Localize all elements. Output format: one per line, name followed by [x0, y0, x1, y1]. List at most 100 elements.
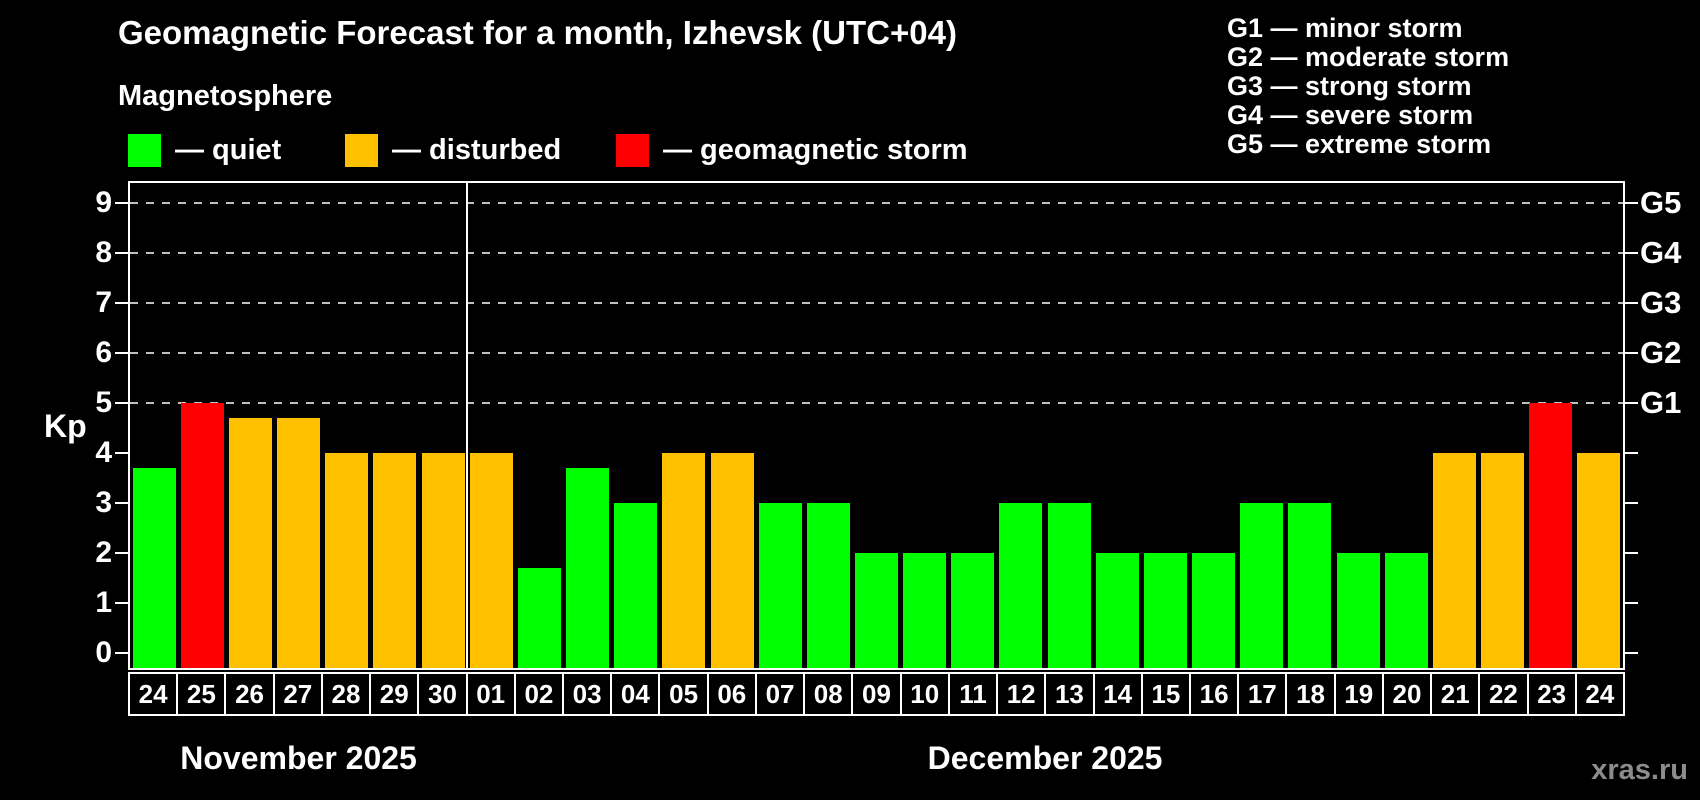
date-cell-17: 17 — [1239, 674, 1286, 714]
bar-day-16 — [1192, 552, 1236, 668]
y-tick-label: 0 — [95, 636, 112, 669]
legend-label-quiet: — quiet — [175, 134, 282, 166]
y-tick-label: 8 — [95, 235, 112, 269]
date-cell-22: 22 — [1480, 674, 1527, 714]
bar-day-25 — [180, 402, 224, 668]
g-scale-legend: G1 — minor storm G2 — moderate storm G3 … — [1227, 14, 1509, 159]
g-scale-legend-item-g3: G3 — strong storm — [1227, 71, 1472, 101]
g-level-label-g1: G1 — [1640, 384, 1682, 420]
date-cell-29: 29 — [371, 674, 418, 714]
y-axis-title: Kp — [44, 408, 87, 444]
bar-day-15 — [1143, 552, 1187, 668]
bar-day-05 — [662, 452, 706, 668]
chart-subtitle: Magnetosphere — [118, 80, 333, 112]
quiet-color-swatch — [128, 134, 161, 167]
legend-item-storm: — geomagnetic storm — [616, 134, 968, 167]
date-cell-05: 05 — [660, 674, 707, 714]
date-cell-30: 30 — [419, 674, 466, 714]
bar-day-01 — [469, 452, 513, 668]
y-axis-tick-right — [1625, 601, 1638, 604]
bar-day-22 — [1481, 452, 1525, 668]
bar-day-11 — [951, 552, 995, 668]
gridline-kp5 — [130, 401, 1623, 404]
y-axis-tick-right — [1625, 351, 1638, 354]
date-cell-13: 13 — [1046, 674, 1093, 714]
plot-border — [128, 181, 1625, 670]
legend-item-quiet: — quiet — [128, 134, 281, 167]
g-scale-legend-item-g1: G1 — minor storm — [1227, 13, 1463, 43]
bar-day-03 — [566, 467, 610, 668]
date-cell-18: 18 — [1287, 674, 1334, 714]
date-cell-12: 12 — [998, 674, 1045, 714]
y-axis-tick-left — [115, 351, 128, 354]
storm-color-swatch — [616, 134, 649, 167]
y-tick-label: 5 — [95, 385, 112, 419]
date-cell-09: 09 — [853, 674, 900, 714]
g-scale-legend-item-g4: G4 — severe storm — [1227, 100, 1474, 130]
y-axis-tick-right — [1625, 251, 1638, 254]
bar-day-12 — [999, 502, 1043, 668]
date-cell-25: 25 — [178, 674, 225, 714]
gridline-kp9 — [130, 201, 1623, 204]
bar-day-23 — [1529, 402, 1573, 668]
bar-day-24 — [132, 467, 176, 668]
bar-day-10 — [903, 552, 947, 668]
bar-day-24 — [1577, 452, 1621, 668]
disturbed-color-swatch — [345, 134, 378, 167]
date-cell-02: 02 — [515, 674, 563, 714]
g-scale-legend-item-g2: G2 — moderate storm — [1227, 42, 1510, 72]
bar-day-08 — [806, 502, 850, 668]
bar-day-06 — [710, 452, 754, 668]
y-axis-tick-right — [1625, 301, 1638, 304]
date-cell-28: 28 — [322, 674, 370, 714]
bar-day-30 — [421, 452, 465, 668]
y-axis-tick-right — [1625, 652, 1638, 654]
gridline-kp8 — [130, 251, 1623, 254]
bar-day-09 — [855, 552, 898, 668]
bar-day-20 — [1384, 552, 1428, 668]
date-cell-07: 07 — [756, 674, 804, 714]
legend-item-disturbed: — disturbed — [345, 134, 561, 167]
bar-day-21 — [1432, 452, 1476, 668]
y-axis-tick-right — [1625, 551, 1638, 554]
y-axis-tick-left — [115, 551, 128, 554]
y-tick-label: 3 — [95, 485, 112, 519]
bar-day-27 — [277, 417, 321, 668]
bar-day-02 — [517, 567, 561, 668]
g-level-label-g5: G5 — [1640, 184, 1682, 220]
date-cell-01: 01 — [467, 674, 514, 714]
date-cell-15: 15 — [1142, 674, 1189, 714]
date-cell-27: 27 — [274, 674, 321, 714]
y-axis-tick-right — [1625, 201, 1638, 204]
bar-day-14 — [1095, 552, 1139, 668]
y-tick-label: 9 — [95, 185, 112, 219]
gridline-kp6 — [130, 351, 1623, 354]
y-tick-label: 7 — [95, 285, 112, 319]
y-axis-tick-left — [115, 652, 128, 654]
date-cell-26: 26 — [226, 674, 273, 714]
y-axis-tick-left — [115, 401, 128, 404]
date-cell-11: 11 — [949, 674, 997, 714]
y-axis-tick-right — [1625, 451, 1638, 454]
gridline-kp7 — [130, 301, 1623, 304]
bar-day-04 — [614, 502, 658, 668]
g-level-label-g4: G4 — [1640, 234, 1682, 270]
y-axis-tick-right — [1625, 501, 1638, 504]
date-cell-08: 08 — [805, 674, 852, 714]
date-cell-24: 24 — [1576, 674, 1623, 714]
y-axis-tick-left — [115, 251, 128, 254]
date-cell-21: 21 — [1432, 674, 1479, 714]
legend-label-disturbed: — disturbed — [392, 134, 562, 166]
y-tick-label: 2 — [95, 535, 112, 569]
y-axis-tick-left — [115, 601, 128, 604]
date-axis: 24 25 26 27 28 29 30 01 02 03 04 05 06 07 08 09 10 11 12 13… — [128, 672, 1625, 716]
bar-day-28 — [325, 452, 369, 668]
y-tick-label: 4 — [95, 435, 112, 469]
date-cell-20: 20 — [1383, 674, 1431, 714]
month-separator — [466, 183, 469, 668]
date-cell-04: 04 — [612, 674, 659, 714]
y-tick-label: 1 — [95, 585, 112, 619]
date-cell-19: 19 — [1335, 674, 1382, 714]
